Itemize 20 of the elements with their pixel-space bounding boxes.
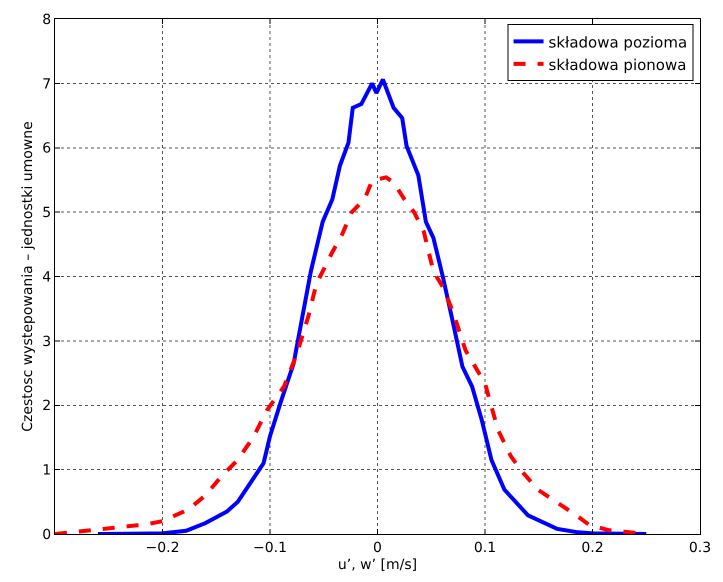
y-tick-label: 6 (42, 140, 52, 157)
y-tick-label: 5 (42, 205, 52, 222)
y-tick-label: 7 (42, 76, 52, 92)
y-tick-label: 0 (42, 526, 52, 543)
x-tick-label: 0.3 (688, 540, 712, 556)
x-axis-title: u’, w’ [m/s] (338, 557, 418, 574)
legend-label: składowa pionowa (548, 56, 686, 74)
x-tick-label: 0.1 (474, 540, 496, 556)
x-tick-label: 0.2 (581, 540, 604, 556)
y-tick-label: 1 (42, 462, 52, 479)
line-series (96, 78, 648, 534)
y-tick-label: 2 (42, 398, 52, 414)
x-tick-label: 0 (373, 540, 382, 556)
y-axis-title: Czestosc wystepowania – jednostki umowne (20, 121, 36, 432)
x-tick-label: −0.2 (146, 540, 180, 556)
legend-label: składowa pozioma (548, 33, 688, 52)
y-tick-label: 4 (42, 269, 52, 286)
x-tick-label: −0.1 (253, 540, 287, 556)
y-tick-label: 3 (42, 334, 52, 350)
y-tick-label: 8 (42, 12, 52, 28)
